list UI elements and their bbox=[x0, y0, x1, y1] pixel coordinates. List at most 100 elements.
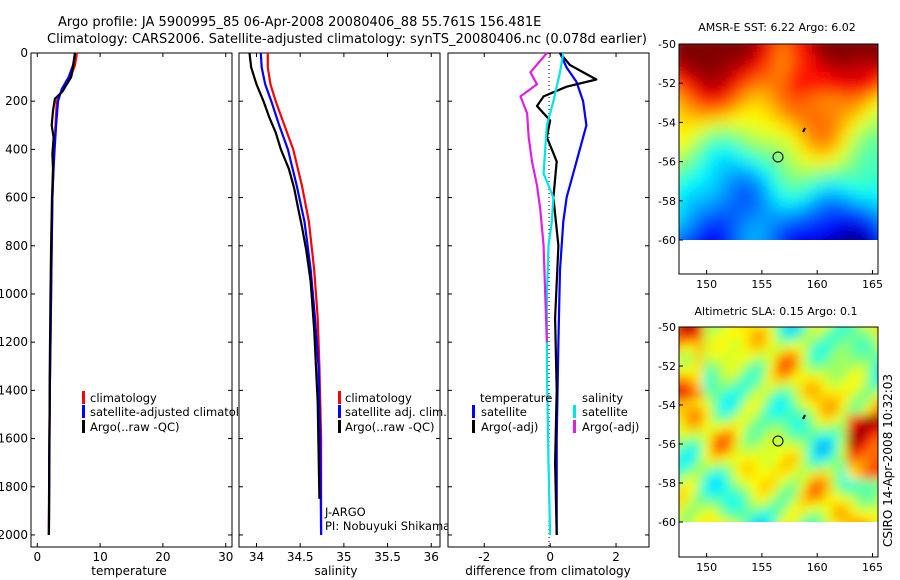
heat-cell bbox=[799, 327, 808, 336]
heat-cell bbox=[849, 154, 860, 165]
heat-cell bbox=[703, 511, 712, 520]
heat-cell bbox=[869, 134, 878, 145]
heat-cell bbox=[711, 479, 720, 488]
heat-cell bbox=[783, 415, 792, 424]
heat-cell bbox=[859, 104, 870, 115]
heat-cell bbox=[855, 407, 864, 416]
heat-cell bbox=[727, 455, 736, 464]
lat-tick-label: -52 bbox=[658, 77, 676, 90]
heat-cell bbox=[869, 234, 878, 240]
heat-cell bbox=[847, 519, 856, 522]
heat-cell bbox=[729, 214, 740, 225]
heat-cell bbox=[759, 335, 768, 344]
heat-cell bbox=[831, 399, 840, 408]
heat-cell bbox=[839, 479, 848, 488]
heat-cell bbox=[819, 234, 830, 240]
heat-cell bbox=[829, 94, 840, 105]
heat-cell bbox=[829, 214, 840, 225]
heat-cell bbox=[871, 343, 878, 352]
heat-cell bbox=[869, 124, 878, 135]
heat-cell bbox=[783, 439, 792, 448]
heat-cell bbox=[775, 439, 784, 448]
heat-cell bbox=[759, 44, 770, 55]
heat-cell bbox=[679, 44, 690, 45]
heat-cell bbox=[815, 375, 824, 384]
heat-cell bbox=[775, 431, 784, 440]
heat-cell bbox=[719, 415, 728, 424]
heat-cell bbox=[767, 367, 776, 376]
heat-cell bbox=[727, 359, 736, 368]
heat-cell bbox=[839, 463, 848, 472]
heat-cell bbox=[807, 359, 816, 368]
heat-cell bbox=[719, 479, 728, 488]
difference-xlabel: difference from climatology bbox=[465, 564, 631, 578]
heat-cell bbox=[819, 214, 830, 225]
heat-cell bbox=[695, 375, 704, 384]
heat-cell bbox=[743, 527, 752, 536]
heat-cell bbox=[709, 144, 720, 155]
heat-cell bbox=[699, 244, 710, 255]
heat-cell bbox=[727, 343, 736, 352]
heat-cell bbox=[767, 407, 776, 416]
heat-cell bbox=[859, 174, 870, 185]
heat-cell bbox=[699, 74, 710, 85]
heat-cell bbox=[719, 204, 730, 215]
heat-cell bbox=[789, 234, 800, 240]
heat-cell bbox=[839, 164, 850, 175]
legend-label-argo: Argo(..raw -QC) bbox=[345, 420, 435, 434]
heat-cell bbox=[775, 527, 784, 536]
heat-cell bbox=[679, 375, 688, 384]
heat-cell bbox=[815, 391, 824, 400]
heat-cell bbox=[791, 335, 800, 344]
heat-cell bbox=[855, 415, 864, 424]
heat-cell bbox=[847, 375, 856, 384]
heat-cell bbox=[807, 503, 816, 512]
heat-cell bbox=[799, 144, 810, 155]
heat-cell bbox=[687, 383, 696, 392]
heat-cell bbox=[823, 391, 832, 400]
heat-cell bbox=[839, 415, 848, 424]
heat-cell bbox=[767, 455, 776, 464]
heat-cell bbox=[789, 84, 800, 95]
heat-cell bbox=[849, 214, 860, 225]
heat-cell bbox=[679, 479, 688, 488]
heat-cell bbox=[789, 114, 800, 125]
heat-cell bbox=[711, 383, 720, 392]
heat-cell bbox=[727, 423, 736, 432]
heat-cell bbox=[863, 383, 872, 392]
heat-cell bbox=[735, 399, 744, 408]
heat-cell bbox=[759, 463, 768, 472]
heat-cell bbox=[869, 104, 878, 115]
heat-cell bbox=[783, 431, 792, 440]
heat-cell bbox=[719, 54, 730, 65]
heat-cell bbox=[799, 94, 810, 105]
heat-cell bbox=[769, 154, 780, 165]
heat-cell bbox=[847, 383, 856, 392]
heat-cell bbox=[679, 391, 688, 400]
heat-cell bbox=[847, 511, 856, 520]
heat-cell bbox=[831, 495, 840, 504]
heat-cell bbox=[727, 447, 736, 456]
heat-cell bbox=[783, 479, 792, 488]
heat-cell bbox=[779, 114, 790, 125]
heat-cell bbox=[871, 487, 878, 496]
heat-cell bbox=[789, 44, 800, 45]
sst-argo-marker bbox=[772, 151, 784, 163]
lat-tick-label: -60 bbox=[658, 516, 676, 529]
heat-cell bbox=[769, 54, 780, 65]
heat-cell bbox=[727, 463, 736, 472]
heat-cell bbox=[729, 104, 740, 115]
heat-cell bbox=[849, 104, 860, 115]
heat-cell bbox=[699, 84, 710, 95]
heat-cell bbox=[695, 455, 704, 464]
heat-cell bbox=[847, 423, 856, 432]
heat-cell bbox=[767, 399, 776, 408]
heat-cell bbox=[779, 164, 790, 175]
heat-cell bbox=[711, 399, 720, 408]
heat-cell bbox=[859, 134, 870, 145]
sst-map-axes bbox=[678, 43, 879, 275]
heat-cell bbox=[799, 463, 808, 472]
heat-cell bbox=[831, 519, 840, 522]
heat-cell bbox=[859, 64, 870, 75]
heat-cell bbox=[729, 174, 740, 185]
